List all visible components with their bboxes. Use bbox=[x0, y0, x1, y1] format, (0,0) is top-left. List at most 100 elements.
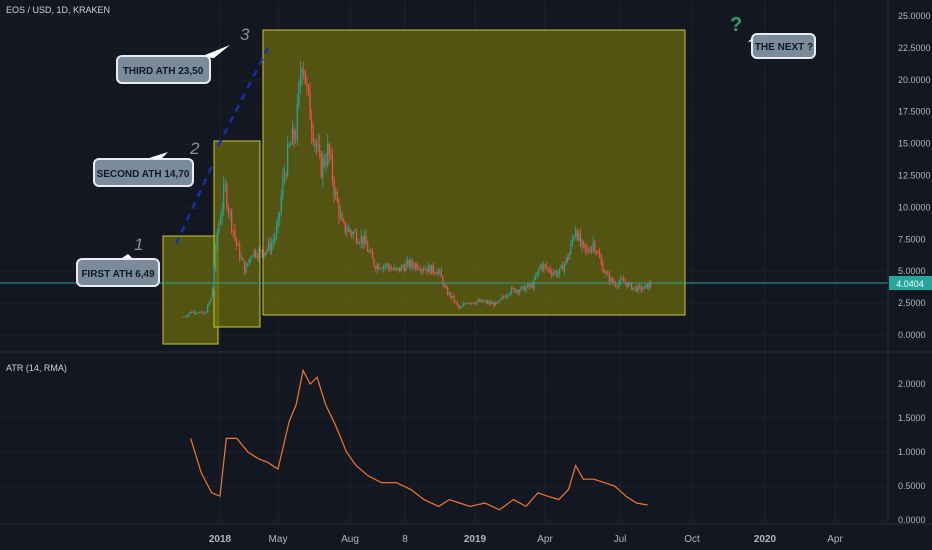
callout-first-ath[interactable]: FIRST ATH 6,49 bbox=[76, 254, 160, 287]
candle-body bbox=[469, 303, 471, 304]
candle-body bbox=[360, 235, 362, 243]
symbol-title: EOS / USD, 1D, KRAKEN bbox=[6, 5, 110, 15]
candle-body bbox=[275, 226, 278, 237]
candle-body bbox=[367, 244, 369, 252]
candle-body bbox=[416, 263, 418, 269]
candle-body bbox=[399, 267, 401, 271]
candle-body bbox=[269, 242, 271, 252]
candle-body bbox=[536, 271, 538, 277]
candle-body bbox=[496, 302, 498, 303]
candle-body bbox=[647, 284, 649, 289]
candle-body bbox=[346, 231, 348, 233]
atr-tick-label: 2.0000 bbox=[898, 379, 926, 389]
candle-body bbox=[301, 69, 303, 77]
candle-body bbox=[589, 251, 591, 253]
candle-body bbox=[359, 242, 361, 244]
atr-tick-label: 0.0000 bbox=[898, 515, 926, 525]
candle-body bbox=[186, 315, 188, 317]
candle-body bbox=[487, 301, 489, 304]
candle-body bbox=[467, 303, 470, 304]
candle-body bbox=[195, 313, 198, 315]
candle-body bbox=[295, 139, 297, 141]
candle-body bbox=[331, 155, 334, 181]
candle-body bbox=[451, 295, 454, 298]
candle-body bbox=[375, 266, 377, 270]
candle-body bbox=[339, 214, 342, 218]
candle-body bbox=[632, 287, 634, 290]
candle-body bbox=[376, 264, 378, 270]
callout-the-next[interactable]: THE NEXT ? bbox=[748, 33, 816, 59]
candle-body bbox=[288, 145, 290, 146]
time-tick-label: Jul bbox=[614, 534, 627, 545]
candle-body bbox=[530, 284, 532, 287]
wave-label-3: 3 bbox=[240, 25, 250, 44]
candle-body bbox=[493, 302, 495, 306]
candle-body bbox=[363, 235, 366, 244]
candle-body bbox=[447, 287, 449, 295]
candle-body bbox=[533, 279, 535, 289]
candle-body bbox=[544, 264, 546, 266]
candle-body bbox=[221, 208, 223, 219]
callout-second-ath[interactable]: SECOND ATH 14,70 bbox=[93, 152, 194, 187]
candle-body bbox=[434, 272, 436, 274]
candle-body bbox=[264, 251, 266, 256]
candle-body bbox=[475, 301, 478, 304]
candle-body bbox=[504, 297, 506, 298]
price-scale[interactable]: 25.0000 22.5000 20.0000 17.5000 15.0000 12.50… bbox=[887, 0, 932, 525]
candle-body bbox=[623, 279, 625, 282]
candle-body bbox=[519, 290, 521, 293]
candle-body bbox=[587, 249, 590, 252]
candle-body bbox=[455, 301, 457, 303]
price-tick-label: 25.0000 bbox=[898, 11, 931, 21]
candle-body bbox=[626, 283, 628, 287]
box-third-ath bbox=[262, 29, 686, 316]
candle-body bbox=[506, 295, 508, 298]
candle-body bbox=[485, 301, 487, 303]
time-tick-label: Apr bbox=[537, 534, 553, 545]
candle-body bbox=[523, 285, 526, 292]
candle-body bbox=[568, 253, 570, 260]
candle-body bbox=[463, 303, 465, 307]
candle-body bbox=[427, 265, 430, 272]
candle-body bbox=[224, 185, 226, 187]
atr-line bbox=[190, 368, 648, 511]
candle-body bbox=[571, 239, 574, 244]
candle-body bbox=[218, 224, 220, 233]
candle-body bbox=[424, 268, 426, 270]
candle-body bbox=[183, 317, 185, 318]
candle-body bbox=[191, 311, 193, 313]
candle-body bbox=[423, 269, 425, 270]
time-tick-label: 2020 bbox=[754, 534, 777, 545]
candle-body bbox=[317, 145, 319, 147]
candle-body bbox=[407, 260, 409, 264]
time-tick-label: May bbox=[269, 534, 288, 545]
candle-body bbox=[546, 265, 548, 269]
candle-body bbox=[466, 303, 468, 305]
candle-body bbox=[395, 267, 398, 269]
candle-body bbox=[575, 230, 577, 237]
candle-body bbox=[306, 84, 308, 86]
candle-body bbox=[495, 302, 497, 306]
candle-body bbox=[283, 175, 286, 177]
candle-body bbox=[327, 144, 329, 165]
candle-body bbox=[527, 284, 529, 288]
candle-body bbox=[285, 175, 287, 177]
candle-body bbox=[432, 265, 434, 273]
callout-second-text: SECOND ATH 14,70 bbox=[97, 169, 190, 180]
candle-body bbox=[349, 228, 351, 232]
indicator-title: ATR (14, RMA) bbox=[6, 363, 67, 373]
candle-body bbox=[352, 232, 354, 236]
candle-body bbox=[562, 264, 564, 272]
callout-third-ath[interactable]: THIRD ATH 23,50 bbox=[116, 45, 230, 84]
candle-body bbox=[347, 228, 350, 232]
candle-body bbox=[578, 233, 580, 240]
candle-body bbox=[611, 277, 614, 283]
candle-body bbox=[203, 313, 206, 315]
candle-body bbox=[333, 180, 335, 195]
candle-body bbox=[226, 185, 228, 208]
callout-first-text: FIRST ATH 6,49 bbox=[81, 269, 155, 280]
time-axis[interactable]: 2018 May Aug 8 2019 Apr Jul Oct 2020 Apr bbox=[0, 523, 932, 545]
candle-body bbox=[357, 242, 359, 244]
ath-trend-dashes bbox=[174, 47, 270, 245]
